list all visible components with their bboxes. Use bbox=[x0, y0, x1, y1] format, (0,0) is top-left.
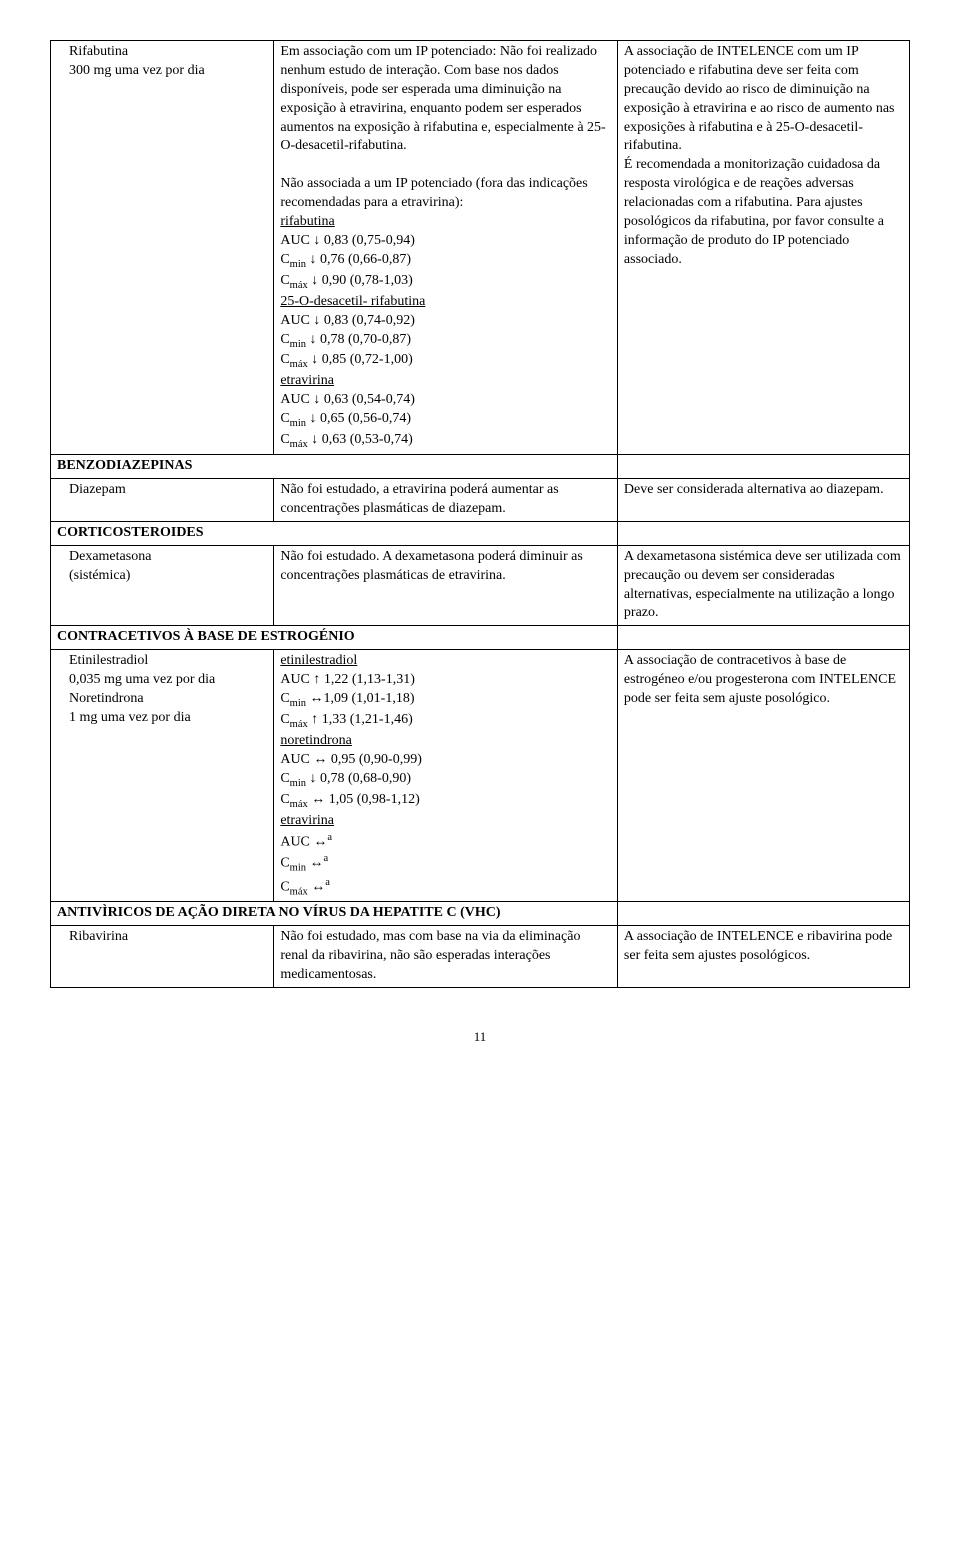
page-number: 11 bbox=[50, 1028, 910, 1046]
interaction-cell: Não foi estudado. A dexametasona poderá … bbox=[274, 545, 618, 626]
interaction-cell: Não foi estudado, mas com base na via da… bbox=[274, 926, 618, 988]
recommendation-cell: A associação de contracetivos à base de … bbox=[617, 650, 909, 902]
drug-name-cell: Dexametasona(sistémica) bbox=[51, 545, 274, 626]
recommendation-cell: A associação de INTELENCE com um IP pote… bbox=[617, 41, 909, 455]
drug-name-cell: Diazepam bbox=[51, 479, 274, 522]
recommendation-cell: A associação de INTELENCE e ribavirina p… bbox=[617, 926, 909, 988]
recommendation-cell: Deve ser considerada alternativa ao diaz… bbox=[617, 479, 909, 522]
drug-name-cell: Etinilestradiol0,035 mg uma vez por diaN… bbox=[51, 650, 274, 902]
interaction-cell: Em associação com um IP potenciado: Não … bbox=[274, 41, 618, 455]
blank-cell bbox=[617, 521, 909, 545]
interaction-cell: Não foi estudado, a etravirina poderá au… bbox=[274, 479, 618, 522]
section-header-cell: CONTRACETIVOS À BASE DE ESTROGÉNIO bbox=[51, 626, 618, 650]
section-header-cell: ANTIVÌRICOS DE AÇÃO DIRETA NO VÍRUS DA H… bbox=[51, 902, 618, 926]
blank-cell bbox=[617, 455, 909, 479]
interaction-cell: etinilestradiolAUC ↑ 1,22 (1,13-1,31)Cmi… bbox=[274, 650, 618, 902]
section-header-cell: BENZODIAZEPINAS bbox=[51, 455, 618, 479]
drug-interaction-table: Rifabutina300 mg uma vez por diaEm assoc… bbox=[50, 40, 910, 988]
section-header-cell: CORTICOSTEROIDES bbox=[51, 521, 618, 545]
blank-cell bbox=[617, 902, 909, 926]
blank-cell bbox=[617, 626, 909, 650]
drug-name-cell: Rifabutina300 mg uma vez por dia bbox=[51, 41, 274, 455]
drug-name-cell: Ribavirina bbox=[51, 926, 274, 988]
recommendation-cell: A dexametasona sistémica deve ser utiliz… bbox=[617, 545, 909, 626]
